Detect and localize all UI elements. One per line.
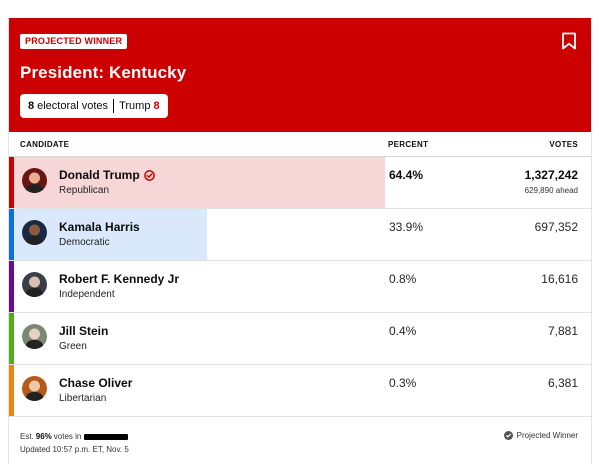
- candidate-row: Kamala Harris Democratic 33.9% 697,352: [9, 209, 591, 261]
- candidate-party: Libertarian: [59, 393, 107, 404]
- race-card: PROJECTED WINNER President: Kentucky 8 e…: [8, 18, 592, 464]
- column-candidate: CANDIDATE: [20, 140, 70, 149]
- candidate-row: Robert F. Kennedy Jr Independent 0.8% 16…: [9, 261, 591, 313]
- candidate-row: Donald Trump Republican 64.4% 1,327,242 …: [9, 157, 591, 209]
- column-votes: VOTES: [549, 140, 578, 149]
- candidate-percent: 64.4%: [389, 168, 424, 182]
- ev-count: 8: [28, 100, 35, 112]
- party-color-stripe: [9, 261, 14, 312]
- est-suffix: votes in: [53, 432, 82, 441]
- candidate-avatar: [22, 220, 47, 245]
- redaction-bar: [84, 433, 129, 440]
- party-color-stripe: [9, 313, 14, 364]
- candidate-name-wrap: Donald Trump: [59, 168, 155, 182]
- race-title: President: Kentucky: [20, 63, 187, 82]
- party-color-stripe: [9, 209, 14, 260]
- candidate-name: Jill Stein: [59, 324, 109, 338]
- candidate-name-wrap: Chase Oliver: [59, 376, 132, 390]
- est-percent: 96%: [35, 432, 52, 441]
- candidate-row: Jill Stein Green 0.4% 7,881: [9, 313, 591, 365]
- results-footer: Est. 96% votes in Updated 10:57 p.m. ET,…: [9, 417, 591, 463]
- vote-share-bar: [9, 157, 385, 208]
- updated-timestamp: Updated 10:57 p.m. ET, Nov. 5: [20, 445, 129, 454]
- party-color-stripe: [9, 365, 14, 416]
- candidate-name: Chase Oliver: [59, 376, 133, 390]
- estimated-votes-in: Est. 96% votes in: [20, 432, 129, 441]
- est-prefix: Est.: [20, 432, 34, 441]
- candidate-avatar: [22, 272, 47, 297]
- candidate-party: Republican: [59, 185, 110, 196]
- race-header: PROJECTED WINNER President: Kentucky 8 e…: [9, 18, 591, 132]
- candidate-name-wrap: Kamala Harris: [59, 220, 140, 234]
- candidate-row: Chase Oliver Libertarian 0.3% 6,381: [9, 365, 591, 417]
- candidate-avatar: [22, 168, 47, 193]
- candidate-avatar: [22, 376, 47, 401]
- candidate-votes: 1,327,242: [524, 168, 578, 182]
- candidate-name: Robert F. Kennedy Jr: [59, 272, 180, 286]
- column-percent: PERCENT: [388, 140, 429, 149]
- candidate-name: Donald Trump: [59, 168, 140, 182]
- projected-winner-legend: Projected Winner: [503, 431, 578, 440]
- candidate-name-wrap: Jill Stein: [59, 324, 108, 338]
- legend-label: Projected Winner: [516, 431, 578, 440]
- candidate-votes: 16,616: [541, 272, 578, 286]
- candidate-list: Donald Trump Republican 64.4% 1,327,242 …: [9, 157, 591, 417]
- candidate-party: Democratic: [59, 237, 110, 248]
- candidate-votes: 697,352: [534, 220, 578, 234]
- winner-check-icon: [143, 169, 155, 181]
- pill-divider: [113, 99, 115, 113]
- party-color-stripe: [9, 157, 14, 208]
- votes-ahead: 629,890 ahead: [524, 186, 578, 195]
- electoral-votes-pill: 8 electoral votes Trump 8: [20, 94, 168, 118]
- candidate-percent: 0.4%: [389, 324, 417, 338]
- candidate-votes: 7,881: [547, 324, 578, 338]
- ev-winner-votes: 8: [153, 100, 160, 112]
- projected-winner-badge: PROJECTED WINNER: [20, 34, 128, 49]
- candidate-votes: 6,381: [547, 376, 578, 390]
- candidate-name: Kamala Harris: [59, 220, 140, 234]
- column-header: CANDIDATE PERCENT VOTES: [9, 132, 591, 157]
- candidate-party: Independent: [59, 289, 115, 300]
- candidate-party: Green: [59, 341, 87, 352]
- bookmark-icon[interactable]: [561, 32, 577, 50]
- candidate-percent: 33.9%: [389, 220, 424, 234]
- candidate-avatar: [22, 324, 47, 349]
- candidate-percent: 0.3%: [389, 376, 417, 390]
- ev-winner-name: Trump: [119, 100, 151, 112]
- candidate-percent: 0.8%: [389, 272, 417, 286]
- ev-label: electoral votes: [37, 100, 109, 112]
- check-circle-icon: [503, 431, 513, 440]
- candidate-name-wrap: Robert F. Kennedy Jr: [59, 272, 179, 286]
